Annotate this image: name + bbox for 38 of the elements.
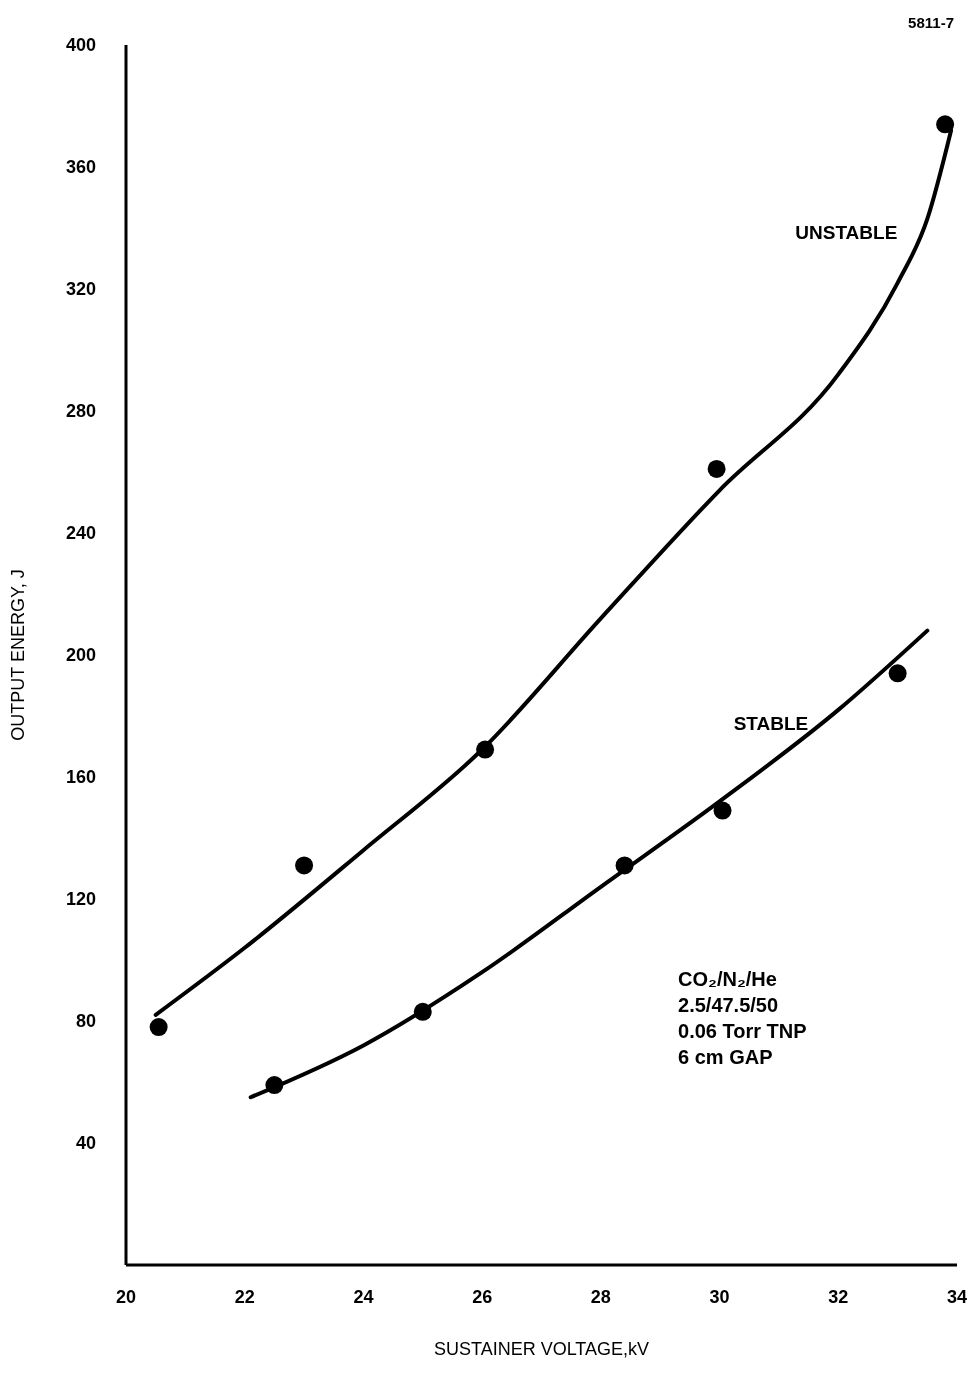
point: [265, 1076, 284, 1095]
point: [295, 856, 314, 875]
annotation: 6 cm GAP: [678, 1046, 773, 1069]
y-tick-label: 360: [65, 157, 96, 177]
point: [413, 1002, 432, 1021]
y-tick-label: 200: [65, 645, 96, 665]
point: [615, 856, 634, 875]
figure-number: 5811-7: [908, 14, 954, 31]
y-tick-label: 240: [65, 523, 96, 543]
x-tick-label: 24: [353, 1287, 374, 1307]
x-tick-label: 28: [590, 1287, 611, 1307]
y-tick-label: 120: [65, 889, 96, 909]
point: [888, 664, 907, 683]
series-label: UNSTABLE: [795, 221, 898, 243]
x-tick-label: 34: [946, 1287, 968, 1307]
annotation: CO₂/N₂/He: [678, 968, 777, 991]
x-tick-label: 26: [472, 1287, 493, 1307]
x-tick-label: 30: [709, 1287, 730, 1307]
line-series: [248, 628, 930, 1100]
point: [476, 740, 495, 759]
point: [936, 115, 955, 134]
series-label: STABLE: [733, 712, 809, 734]
y-tick-label: 280: [65, 401, 96, 421]
y-tick-label: 80: [75, 1011, 96, 1031]
point: [149, 1018, 168, 1037]
y-tick-label: 320: [65, 279, 96, 299]
x-tick-label: 22: [234, 1287, 255, 1307]
point: [713, 801, 732, 820]
x-tick-label: 32: [828, 1287, 849, 1307]
annotation: 2.5/47.5/50: [678, 994, 779, 1017]
x-tick-label: 20: [115, 1287, 137, 1307]
x-axis-title: SUSTAINER VOLTAGE,kV: [433, 1339, 650, 1359]
y-tick-label: 400: [65, 35, 96, 55]
y-tick-label: 160: [65, 767, 96, 787]
y-tick-label: 40: [75, 1133, 96, 1153]
annotation: 0.06 Torr TNP: [678, 1020, 807, 1043]
y-axis-title: OUTPUT ENERGY, J: [8, 569, 29, 741]
point: [707, 459, 726, 478]
